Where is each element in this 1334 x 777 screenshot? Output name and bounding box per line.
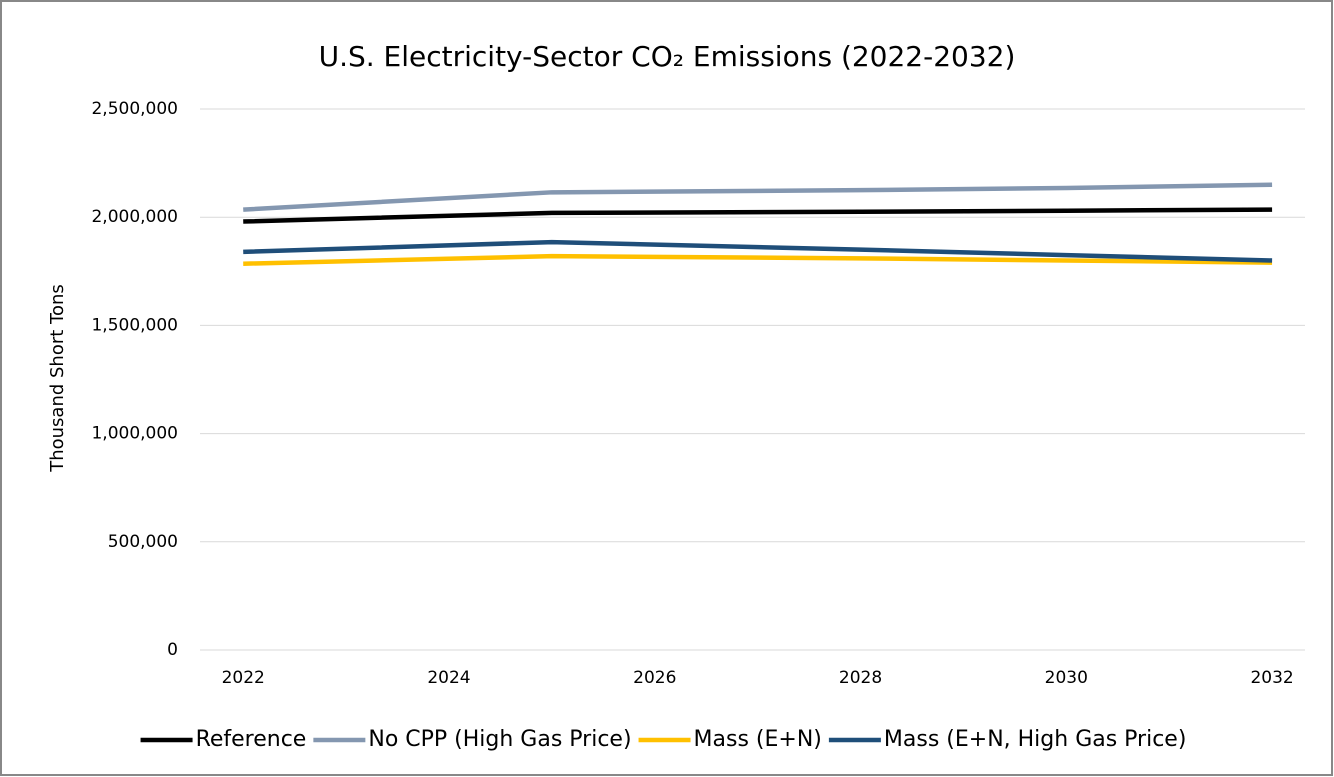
y-tick-label: 2,500,000 bbox=[91, 99, 178, 119]
x-tick-label: 2022 bbox=[222, 668, 265, 688]
series-line bbox=[243, 207, 1273, 224]
series-line bbox=[243, 253, 1273, 266]
series-line bbox=[243, 182, 1273, 212]
series-line bbox=[243, 239, 1273, 263]
y-axis-label: Thousand Short Tons bbox=[47, 284, 68, 473]
legend-label: No CPP (High Gas Price) bbox=[368, 727, 631, 752]
x-tick-label: 2028 bbox=[839, 668, 882, 688]
x-tick-label: 2032 bbox=[1250, 668, 1293, 688]
legend-label: Mass (E+N, High Gas Price) bbox=[884, 727, 1187, 752]
y-tick-label: 1,500,000 bbox=[91, 315, 178, 335]
chart-title: U.S. Electricity-Sector CO₂ Emissions (2… bbox=[319, 40, 1016, 73]
y-tick-label: 1,000,000 bbox=[91, 424, 178, 444]
x-tick-label: 2026 bbox=[633, 668, 676, 688]
y-tick-label: 500,000 bbox=[108, 532, 178, 552]
legend-label: Reference bbox=[196, 727, 307, 752]
y-tick-label: 0 bbox=[167, 640, 178, 660]
legend-label: Mass (E+N) bbox=[694, 727, 822, 752]
y-tick-label: 2,000,000 bbox=[91, 207, 178, 227]
x-tick-label: 2030 bbox=[1045, 668, 1088, 688]
x-tick-label: 2024 bbox=[427, 668, 470, 688]
